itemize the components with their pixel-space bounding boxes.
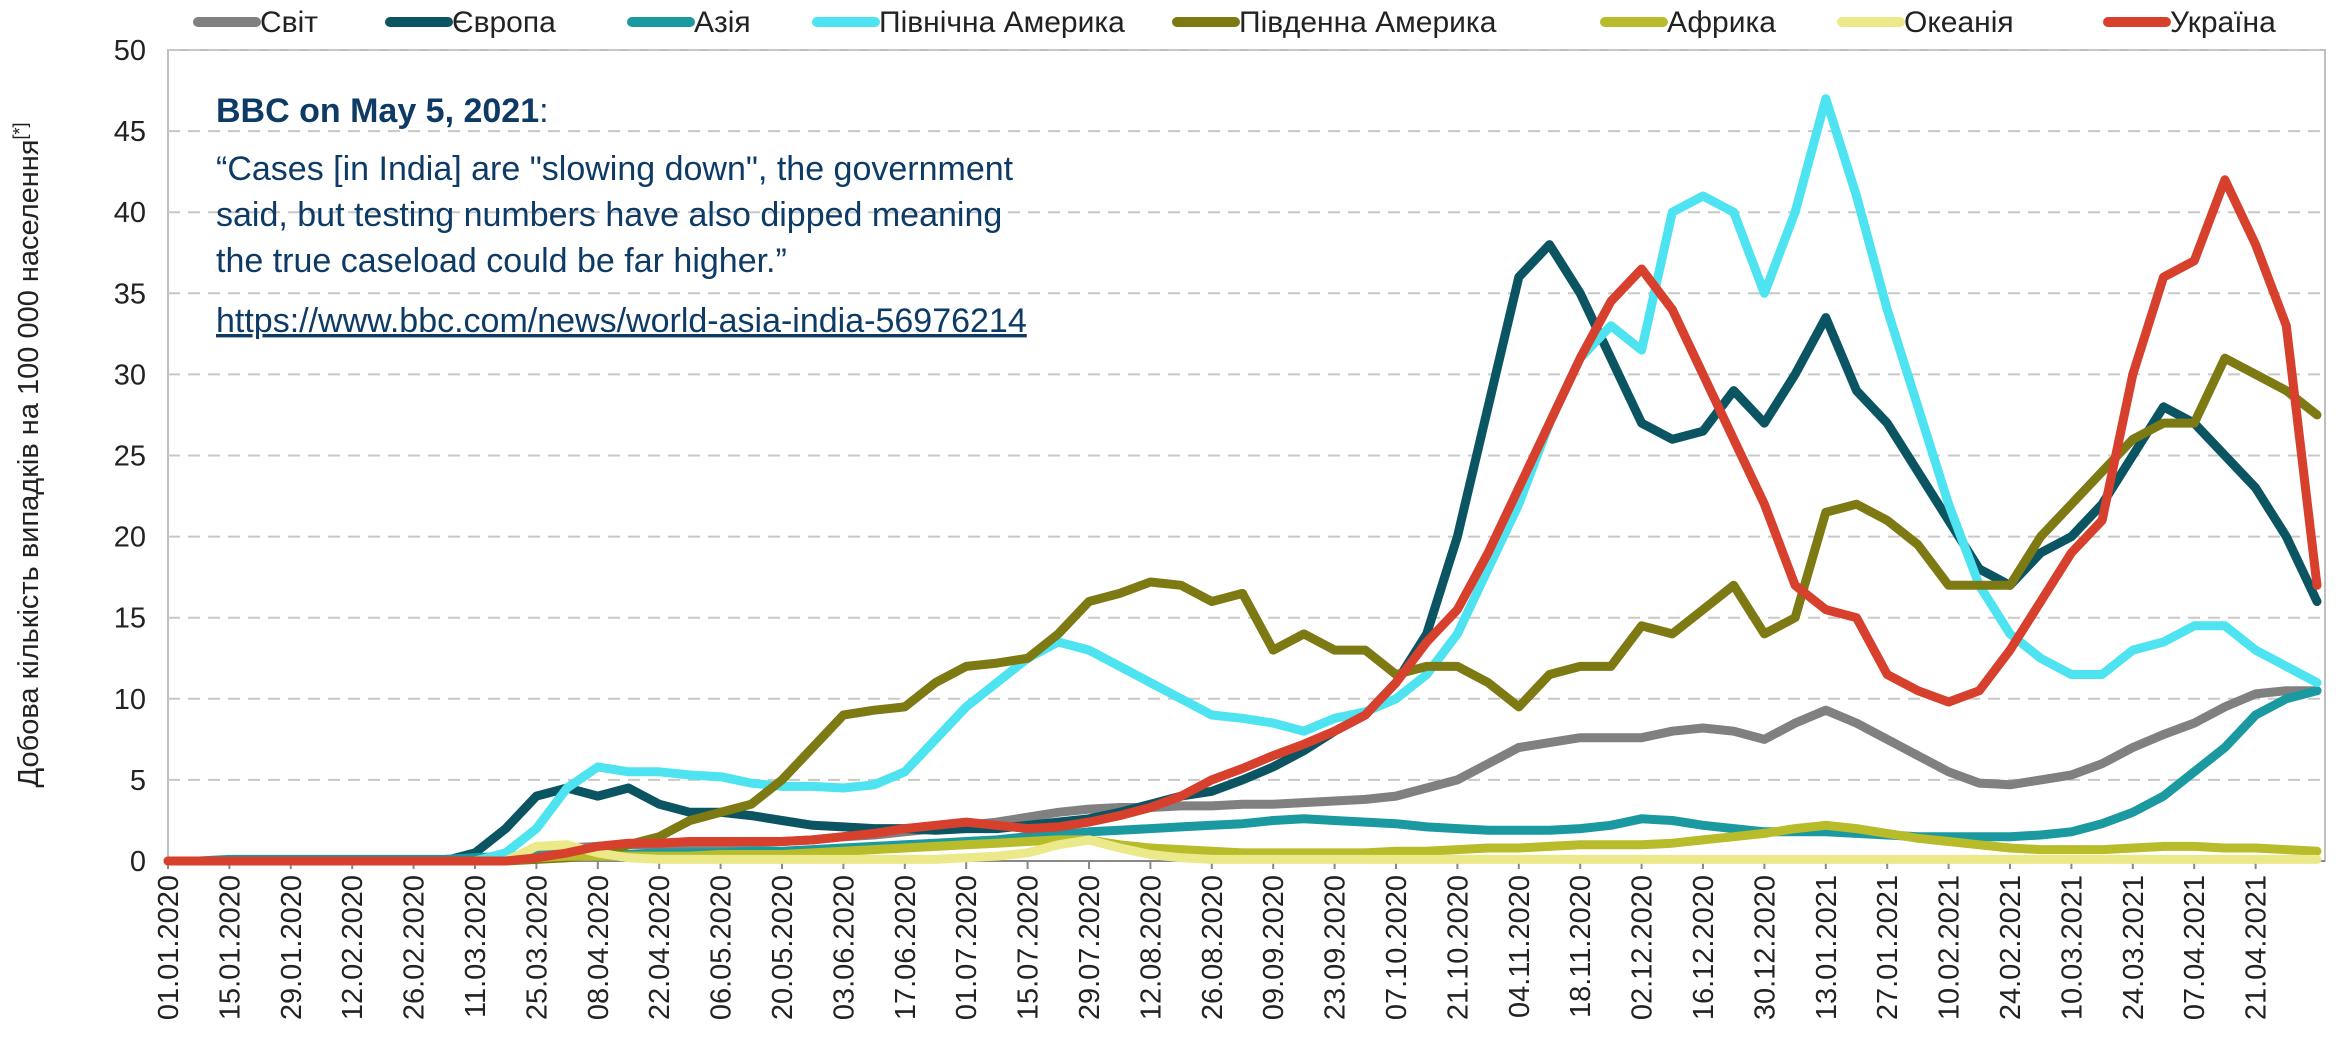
x-tick-label: 12.08.2020	[1135, 875, 1167, 1020]
x-tick-label: 06.05.2020	[706, 875, 738, 1020]
legend-label: Океанія	[1904, 6, 2014, 39]
legend-label: Африка	[1667, 6, 1776, 39]
x-tick-label: 07.04.2021	[2179, 875, 2211, 1020]
x-tick-label: 29.01.2020	[276, 875, 308, 1020]
y-tick-label: 25	[114, 441, 146, 473]
legend-label: Південна Америка	[1239, 6, 1497, 39]
x-tick-label: 26.02.2020	[399, 875, 431, 1020]
x-tick-label: 29.07.2020	[1074, 875, 1106, 1020]
x-tick-label: 02.12.2020	[1627, 875, 1659, 1020]
y-tick-label: 0	[130, 846, 146, 878]
y-tick-label: 20	[114, 522, 146, 554]
y-tick-label: 35	[114, 278, 146, 310]
legend-label: Світ	[260, 6, 318, 39]
legend-label: Північна Америка	[879, 6, 1125, 39]
y-tick-label: 5	[130, 765, 146, 797]
y-tick-label: 10	[114, 684, 146, 716]
lines	[163, 94, 2322, 866]
annotation-line: said, but testing numbers have also dipp…	[216, 196, 1002, 234]
y-tick-label: 15	[114, 603, 146, 635]
x-tick-label: 10.02.2021	[1934, 875, 1966, 1020]
y-tick-label: 40	[114, 197, 146, 229]
y-axis-label-note: [*]	[10, 123, 30, 140]
x-tick-label: 15.01.2020	[214, 875, 246, 1020]
y-tick-label: 50	[114, 35, 146, 67]
x-tick-label: 04.11.2020	[1504, 875, 1536, 1018]
annotation-heading-text: BBC on May 5, 2021	[216, 92, 539, 130]
x-tick-label: 15.07.2020	[1013, 875, 1045, 1020]
grid: 0 5 10 15 20 25 30 35 40 45 50 01.01.2020 15.01.2020…	[114, 35, 2325, 1020]
y-axis-label-text: Добова кількість випадків на 100 000 нас…	[13, 140, 45, 788]
x-tick-label: 24.03.2021	[2118, 875, 2150, 1020]
x-tick-label: 27.01.2021	[1872, 875, 1904, 1020]
x-tick-label: 21.04.2021	[2241, 875, 2273, 1020]
x-tick-label: 07.10.2020	[1381, 875, 1413, 1020]
x-tick-label: 10.03.2021	[2056, 875, 2088, 1020]
annotation-heading: BBC on May 5, 2021:	[216, 92, 549, 130]
x-tick-label: 16.12.2020	[1688, 875, 1720, 1020]
x-tick-label: 20.05.2020	[767, 875, 799, 1020]
legend-label: Європа	[452, 6, 556, 39]
series-line	[163, 175, 2322, 866]
x-tick-label: 13.01.2021	[1811, 875, 1843, 1020]
x-tick-label: 21.10.2020	[1442, 875, 1474, 1020]
x-tick-label: 12.02.2020	[337, 875, 369, 1020]
x-tick-label: 24.02.2021	[1995, 875, 2027, 1020]
x-tick-label: 09.09.2020	[1258, 875, 1290, 1020]
legend-label: Україна	[2170, 6, 2276, 39]
x-tick-label: 18.11.2020	[1565, 875, 1597, 1018]
x-tick-label: 03.06.2020	[828, 875, 860, 1020]
legend: Світ Європа Азія Північна Америка Південна А…	[193, 6, 2276, 39]
annotation-heading-suffix: :	[539, 92, 548, 130]
x-tick-label: 08.04.2020	[583, 875, 615, 1020]
annotation-line: “Cases [in India] are "slowing down", th…	[216, 150, 1014, 188]
series-line	[163, 835, 2322, 866]
x-tick-label: 23.09.2020	[1320, 875, 1352, 1020]
x-tick-label: 01.07.2020	[951, 875, 983, 1020]
y-tick-label: 45	[114, 116, 146, 148]
annotation-line: the true caseload could be far higher.”	[216, 242, 787, 280]
annotation-link[interactable]: https://www.bbc.com/news/world-asia-indi…	[216, 302, 1027, 340]
legend-label: Азія	[694, 6, 751, 39]
y-axis-label: Добова кількість випадків на 100 000 нас…	[10, 123, 45, 788]
x-tick-label: 11.03.2020	[460, 875, 492, 1018]
x-tick-label: 30.12.2020	[1749, 875, 1781, 1020]
series-line	[163, 94, 2322, 866]
x-tick-label: 25.03.2020	[521, 875, 553, 1020]
x-tick-label: 17.06.2020	[890, 875, 922, 1020]
y-tick-label: 30	[114, 359, 146, 391]
x-tick-label: 26.08.2020	[1197, 875, 1229, 1020]
x-tick-label: 22.04.2020	[644, 875, 676, 1020]
x-tick-label: 01.01.2020	[153, 875, 185, 1020]
